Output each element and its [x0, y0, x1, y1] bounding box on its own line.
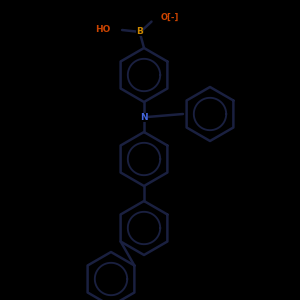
Text: HO: HO — [96, 26, 111, 34]
Text: B: B — [136, 27, 143, 36]
Text: N: N — [140, 112, 148, 122]
Text: O[-]: O[-] — [160, 13, 179, 22]
